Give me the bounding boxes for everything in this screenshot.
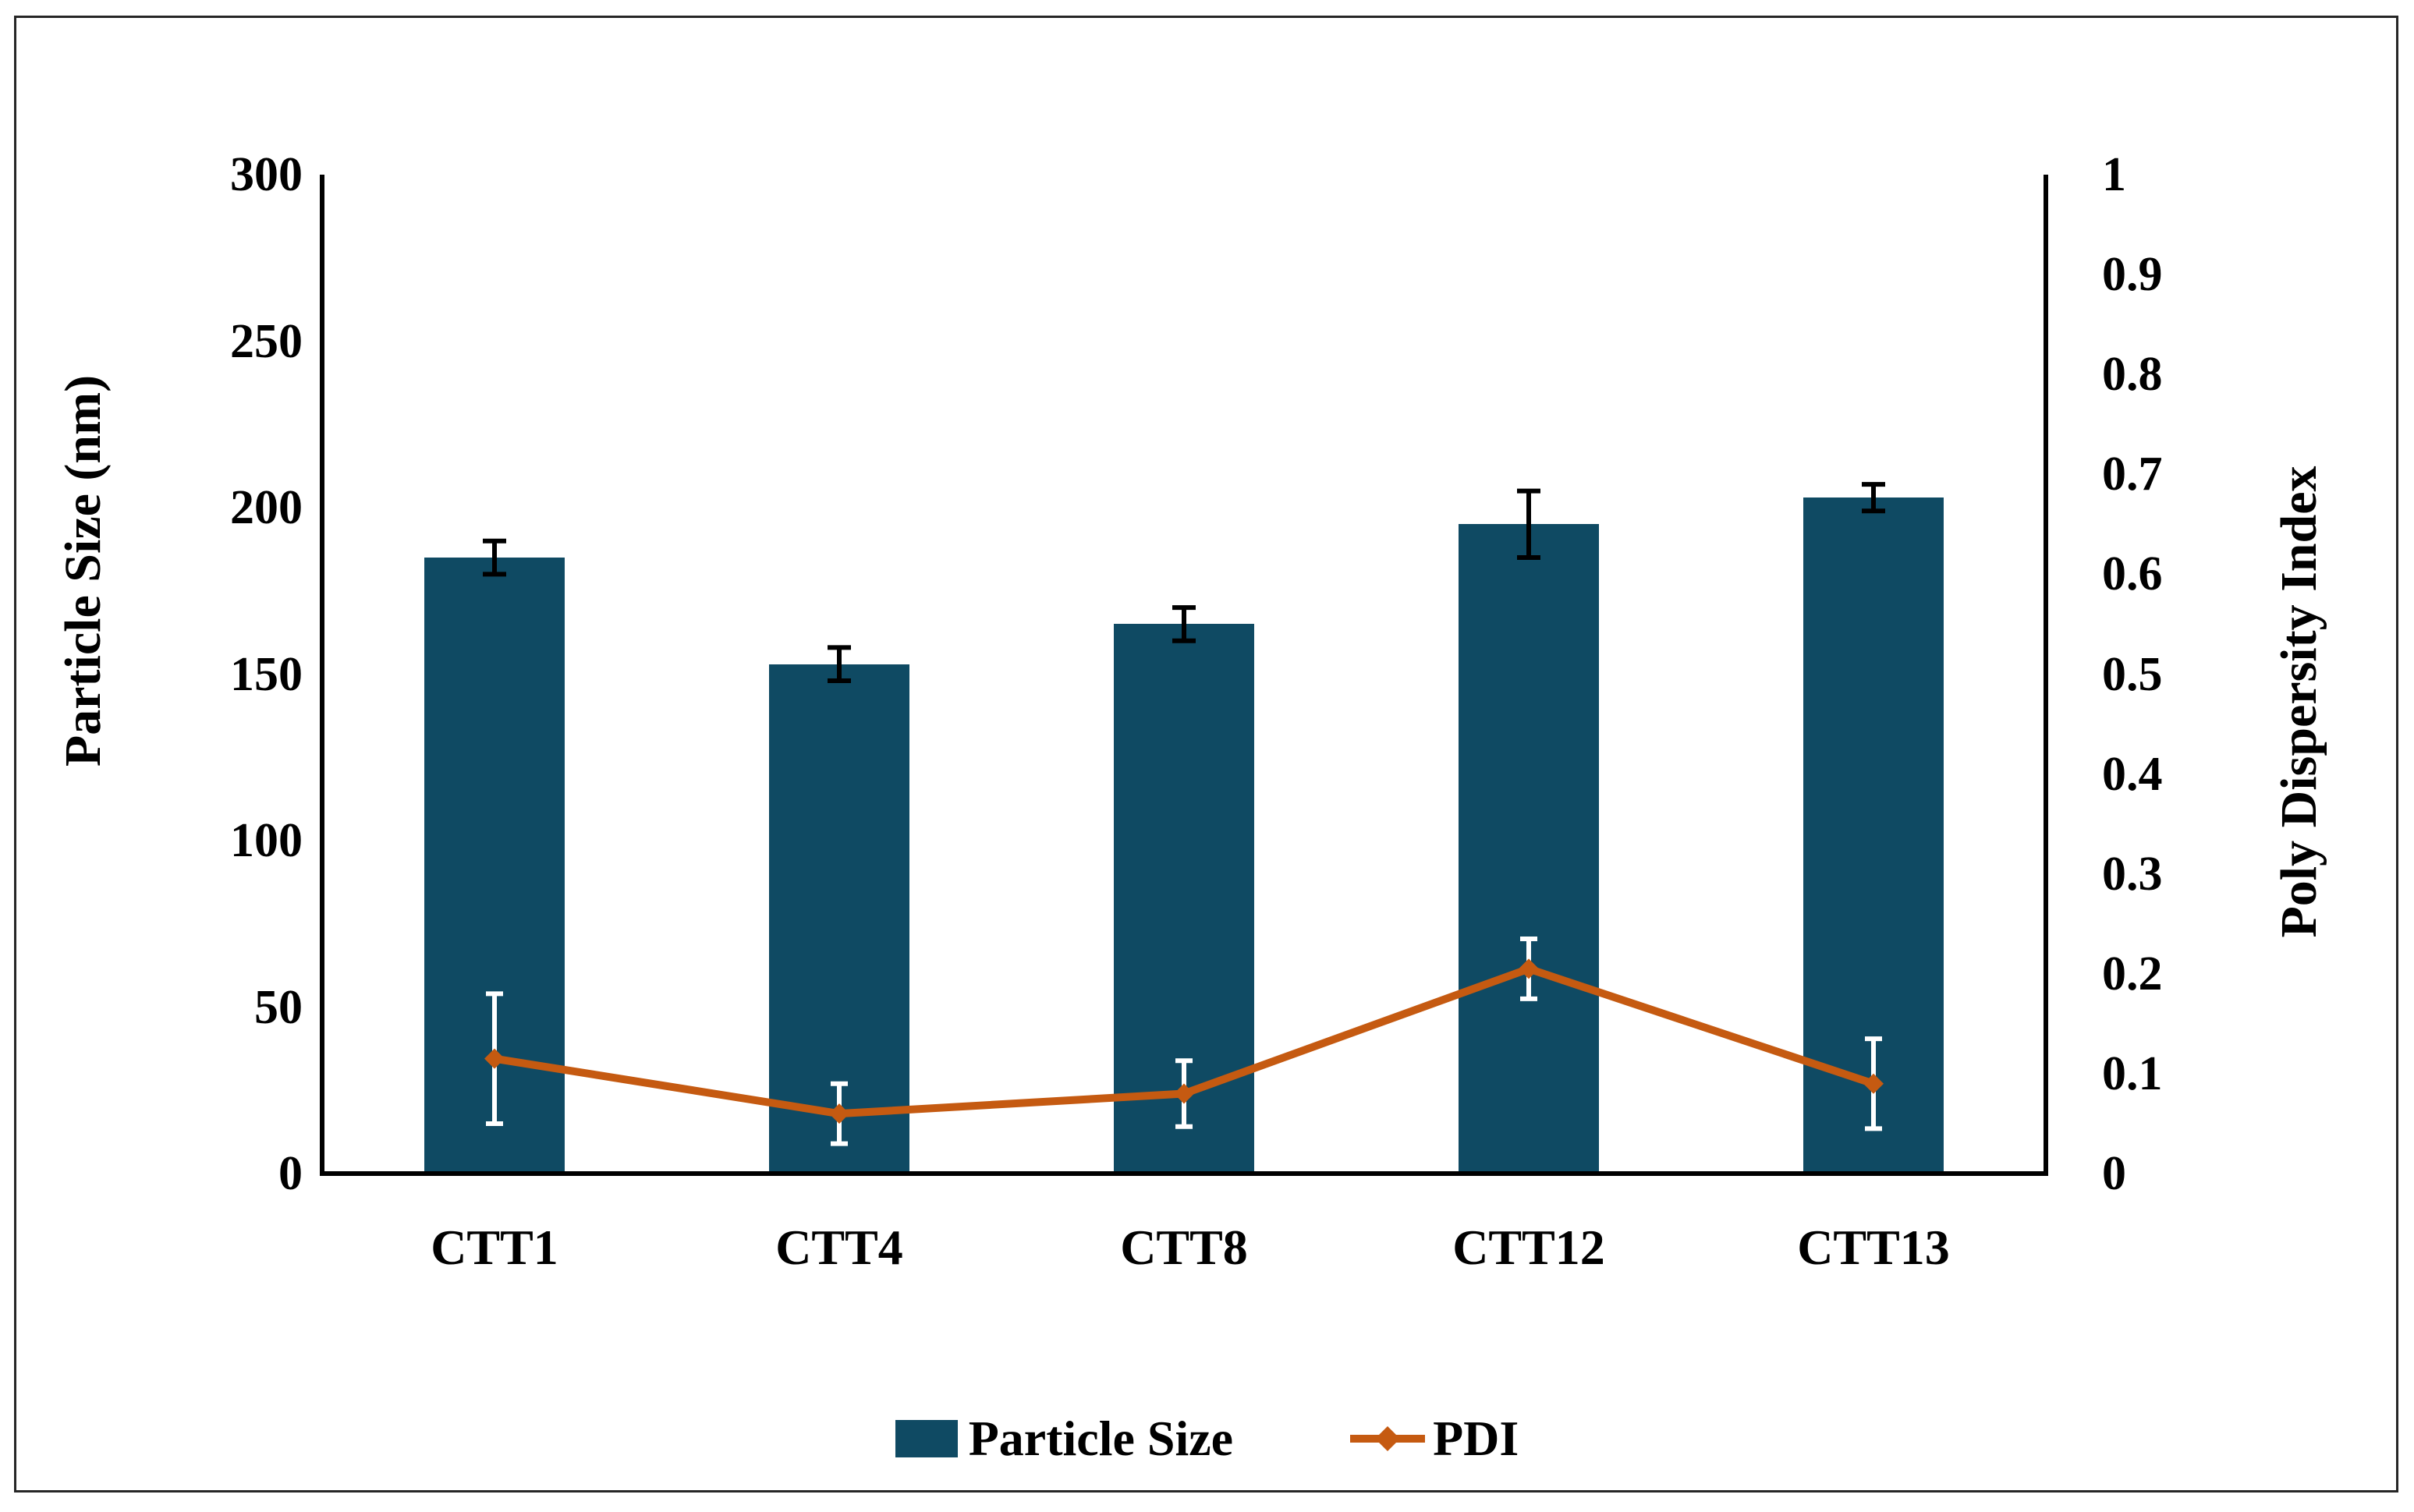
pdi-marker-diamond — [1519, 958, 1539, 979]
legend-label-pdi: PDI — [1433, 1411, 1519, 1466]
legend-pdi-diamond — [1375, 1426, 1401, 1451]
right-axis-tick-label: 0.5 — [2102, 647, 2163, 701]
right-axis-tick-label: 1 — [2102, 148, 2126, 201]
left-axis-tick-label: 50 — [254, 980, 303, 1034]
category-label-ctt13: CTT13 — [1797, 1220, 1950, 1275]
left-axis-tick-label: 300 — [230, 148, 303, 201]
bar-ctt12 — [1459, 524, 1599, 1174]
right-axis-tick-label: 0.9 — [2102, 248, 2163, 302]
right-axis-tick-label: 0.8 — [2102, 348, 2163, 402]
left-axis-title: Particle Size (nm) — [55, 374, 112, 767]
right-axis-tick-label: 0.1 — [2102, 1046, 2163, 1100]
legend-marker-pdi-icon — [1350, 1426, 1426, 1451]
right-axis-tick-label: 0.3 — [2102, 847, 2163, 901]
pdi-marker-diamond — [1863, 1073, 1884, 1094]
right-axis-tick-label: 0.4 — [2102, 747, 2163, 801]
plot-area: 0 50 100 150 200 250 300 0 0.1 0.2 0.3 0.4 0.5 0.6 0.7… — [230, 148, 2163, 1275]
category-label-ctt8: CTT8 — [1120, 1220, 1248, 1275]
right-axis-line — [2044, 175, 2048, 1176]
category-label-ctt12: CTT12 — [1452, 1220, 1605, 1275]
left-axis-tick-label: 0 — [278, 1147, 303, 1200]
category-label-ctt4: CTT4 — [775, 1220, 903, 1275]
legend: Particle Size PDI — [0, 1396, 2414, 1482]
right-axis-tick-label: 0.6 — [2102, 547, 2163, 601]
pdi-marker-diamond — [829, 1103, 849, 1124]
category-label-ctt1: CTT1 — [431, 1220, 558, 1275]
right-axis-tick-label: 0.2 — [2102, 947, 2163, 1000]
pdi-marker-diamond — [1174, 1083, 1194, 1104]
left-axis-tick-label: 200 — [230, 481, 303, 534]
series-overlay — [483, 482, 1885, 1146]
legend-label-particle-size: Particle Size — [968, 1411, 1234, 1466]
left-axis-tick-label: 250 — [230, 314, 303, 368]
right-axis-tick-label: 0 — [2102, 1147, 2126, 1200]
pdi-marker-diamond — [484, 1048, 505, 1069]
left-axis-tick-label: 150 — [230, 647, 303, 701]
x-axis-line — [320, 1171, 2048, 1176]
right-axis-tick-label: 0.7 — [2102, 448, 2163, 501]
left-axis-tick-label: 100 — [230, 814, 303, 867]
legend-swatch-particle-size — [895, 1420, 958, 1457]
left-axis-line — [320, 175, 324, 1176]
